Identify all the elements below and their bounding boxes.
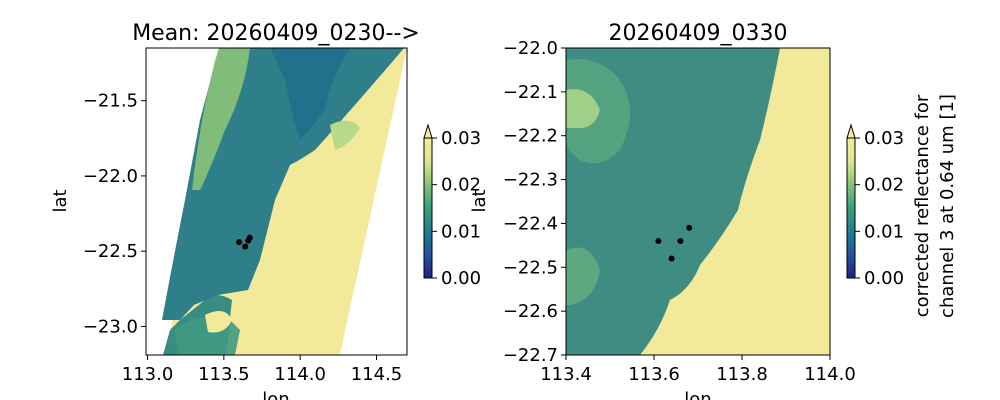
panel-2-frame bbox=[565, 47, 831, 356]
panel-2-xlabel: lon bbox=[684, 389, 711, 400]
ytick-label: −23.0 bbox=[83, 316, 138, 337]
colorbar-1-ticks: 0.00 0.01 0.02 0.03 bbox=[432, 128, 481, 289]
panel-1-ylabel: lat bbox=[50, 189, 71, 212]
colorbar-1: 0.00 0.01 0.02 0.03 bbox=[423, 123, 481, 289]
panel-1-xlabel: lon bbox=[262, 389, 289, 400]
colorbar-2: 0.00 0.01 0.02 0.03 corrected reflectance f… bbox=[846, 94, 958, 318]
panel-1-title: Mean: 20260409_0230--> bbox=[132, 21, 420, 46]
colorbar-tick-label: 0.02 bbox=[441, 175, 481, 196]
xtick-label: 113.6 bbox=[628, 364, 680, 385]
panel-2-xticks: 113.4 113.6 113.8 114.0 bbox=[540, 355, 856, 385]
ytick-label: −22.5 bbox=[503, 257, 558, 278]
station-point bbox=[668, 255, 675, 262]
panel-2: 20260409_0330 113.4 113.6 113.8 114.0 −22.0… bbox=[469, 21, 856, 400]
ytick-label: −22.2 bbox=[503, 126, 558, 147]
cloud-patch-south bbox=[566, 247, 600, 305]
ytick-label: −22.4 bbox=[503, 213, 558, 234]
panel-1-points bbox=[236, 234, 253, 250]
ytick-label: −22.1 bbox=[503, 82, 558, 103]
xtick-label: 114.5 bbox=[351, 364, 403, 385]
xtick-label: 113.5 bbox=[198, 364, 250, 385]
panel-1: Mean: 20260409_0230--> 113.0 113.5 114.0 11… bbox=[50, 21, 420, 400]
station-point bbox=[655, 237, 662, 244]
colorbar-tick-label: 0.03 bbox=[441, 128, 481, 149]
panel-1-xticks: 113.0 113.5 114.0 114.5 bbox=[122, 355, 402, 385]
ytick-label: −22.5 bbox=[83, 241, 138, 262]
panel-2-title: 20260409_0330 bbox=[609, 21, 788, 46]
western-cloud-band bbox=[192, 48, 250, 190]
xtick-label: 113.4 bbox=[540, 364, 592, 385]
deep-water-band bbox=[270, 48, 350, 140]
colorbar-tick-label: 0.01 bbox=[864, 221, 904, 242]
xtick-label: 113.8 bbox=[716, 364, 768, 385]
panel-1-yticks: −21.5 −22.0 −22.5 −23.0 bbox=[83, 91, 146, 337]
southern-cloud-patch bbox=[205, 311, 232, 333]
colorbar-2-ticks: 0.00 0.01 0.02 0.03 bbox=[855, 128, 904, 289]
panel-2-ylabel: lat bbox=[469, 189, 490, 212]
panel-2-yticks: −22.0 −22.1 −22.2 −22.3 −22.4 −22.5 −22.6 −22.7 bbox=[503, 38, 566, 366]
station-point bbox=[677, 237, 684, 244]
xtick-label: 114.0 bbox=[274, 364, 326, 385]
colorbar-1-extend bbox=[423, 123, 433, 139]
panel-1-frame bbox=[145, 47, 408, 356]
colorbar-tick-label: 0.00 bbox=[864, 268, 904, 289]
station-point bbox=[686, 224, 693, 231]
ytick-label: −21.5 bbox=[83, 91, 138, 112]
colorbar-2-label-line2: channel 3 at 0.64 um [1] bbox=[937, 94, 958, 318]
station-point bbox=[246, 234, 253, 241]
colorbar-tick-label: 0.02 bbox=[864, 175, 904, 196]
colorbar-tick-label: 0.01 bbox=[441, 221, 481, 242]
xtick-label: 113.0 bbox=[122, 364, 174, 385]
station-point bbox=[236, 239, 243, 246]
ytick-label: −22.0 bbox=[503, 38, 558, 59]
colorbar-2-bar bbox=[846, 137, 856, 279]
station-point bbox=[242, 243, 249, 250]
xtick-label: 114.0 bbox=[804, 364, 856, 385]
panel-1-image bbox=[162, 48, 407, 355]
colorbar-2-label-line1: corrected reflectance for bbox=[912, 94, 933, 317]
cloud-patch-west bbox=[566, 89, 600, 129]
colorbar-tick-label: 0.03 bbox=[864, 128, 904, 149]
ytick-label: −22.3 bbox=[503, 170, 558, 191]
colorbar-2-extend bbox=[846, 123, 856, 139]
ytick-label: −22.7 bbox=[503, 345, 558, 366]
ytick-label: −22.6 bbox=[503, 301, 558, 322]
cloud-patch bbox=[330, 120, 360, 150]
panel-2-points bbox=[655, 224, 693, 262]
colorbar-tick-label: 0.00 bbox=[441, 268, 481, 289]
ytick-label: −22.0 bbox=[83, 166, 138, 187]
panel-2-image bbox=[566, 48, 830, 355]
colorbar-1-bar bbox=[423, 137, 433, 279]
